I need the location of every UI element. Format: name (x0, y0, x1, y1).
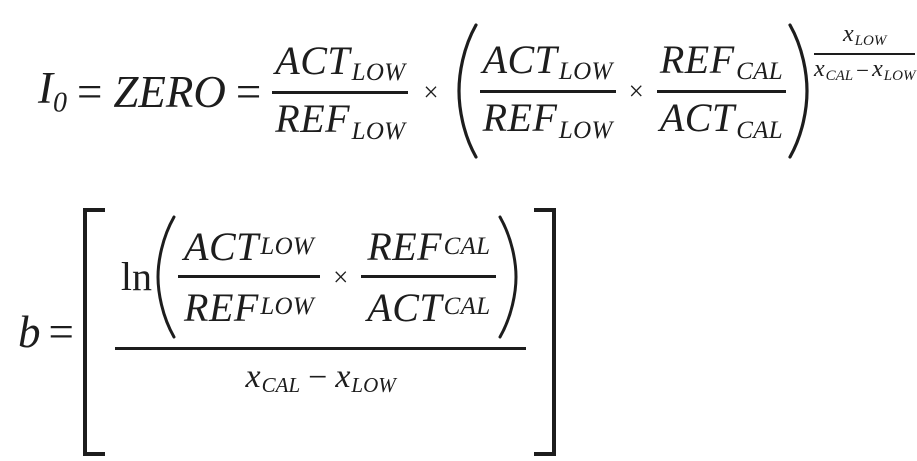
eq2-paren-close (496, 214, 520, 340)
eq2-den-minus: − (308, 358, 328, 396)
eq1-fraction-2-denominator: REFLOW (480, 97, 616, 144)
eq2-den-right-base: x (335, 358, 351, 395)
eq1-fraction-3-bar (656, 90, 786, 93)
eq2-inner-product: ACT LOW REF LOW × REF CAL ACT CAL (178, 226, 497, 330)
eq1-f1-den-base: REF (275, 96, 351, 141)
equation-1: I0 = ZERO = ACTLOW REFLOW × ACTLOW REFLO… (38, 21, 916, 162)
eq2-den-right-sub: LOW (351, 373, 396, 398)
eq1-exp-den-left-base: x (813, 55, 825, 82)
eq2-fraction-1-denominator: REF LOW (178, 284, 320, 330)
eq2-main-fraction: ln ACT LOW REF LOW × REF CAL (114, 214, 527, 397)
eq2-fraction-1: ACT LOW REF LOW (178, 226, 321, 330)
eq1-lhs-subscript: 0 (53, 87, 67, 119)
eq1-equals-1: = (77, 66, 103, 117)
eq1-times-2: × (628, 75, 644, 106)
eq1-fraction-2-bar (479, 90, 616, 93)
eq1-exp-den-left-sub: CAL (825, 67, 854, 84)
eq1-f2-den-sub: LOW (558, 116, 613, 144)
eq1-exponent: xLOW xCAL − xLOW (813, 21, 916, 85)
eq1-paren-open (454, 22, 480, 160)
eq1-f1-den-sub: LOW (351, 117, 406, 145)
eq1-fraction-2-numerator: ACTLOW (480, 36, 616, 86)
eq1-fraction-1-bar (272, 91, 409, 94)
eq1-times-1: × (423, 76, 439, 107)
eq1-f3-den-sub: CAL (736, 116, 783, 144)
eq2-f1-num-base: ACT (184, 223, 259, 269)
eq1-exponent-numerator: xLOW (843, 21, 887, 50)
eq1-fraction-3: REFCAL ACTCAL (656, 36, 786, 144)
eq1-exponent-denominator: xCAL − xLOW (813, 55, 916, 85)
eq1-f2-num-base: ACT (482, 36, 558, 82)
eq1-equals-2: = (235, 66, 262, 117)
eq2-den-left-base: x (245, 358, 261, 395)
eq1-exp-den-right: xLOW (872, 55, 916, 85)
eq1-fraction-1: ACTLOW REFLOW (272, 37, 409, 145)
eq1-exp-num-base: x (843, 21, 854, 47)
eq1-f3-num-sub: CAL (736, 58, 783, 85)
eq1-power-expression: ACTLOW REFLOW × REFCAL ACTCAL xLOW xCAL … (454, 21, 916, 162)
eq1-f2-num-sub: LOW (558, 58, 613, 85)
eq2-times: × (333, 261, 349, 292)
eq1-f3-den-base: ACT (659, 95, 735, 140)
eq1-f1-num-sub: LOW (351, 59, 406, 86)
eq2-f1-num-sub: LOW (260, 232, 315, 260)
eq1-exp-den-left: xCAL (813, 55, 854, 85)
eq1-f2-den-base: REF (482, 95, 558, 140)
eq2-lhs-symbol: b (18, 306, 41, 357)
eq1-exponent-bar (813, 52, 916, 55)
eq2-fraction-1-numerator: ACT LOW (178, 226, 320, 268)
eq1-zero-label: ZERO (113, 66, 226, 117)
equation-2: b = ln ACT LOW REF LOW × (18, 208, 557, 456)
eq1-fraction-1-numerator: ACTLOW (272, 37, 408, 87)
eq1-paren-close (786, 22, 812, 160)
eq1-fraction-1-denominator: REFLOW (272, 98, 408, 145)
eq2-den-left: xCAL (246, 359, 301, 397)
eq2-bracket-close (534, 208, 557, 456)
eq2-f2-den-base: ACT (367, 284, 443, 330)
eq1-exp-den-right-base: x (872, 55, 883, 82)
eq1-exp-den-right-sub: LOW (883, 67, 916, 84)
eq2-ln-operator: ln (120, 254, 153, 299)
eq2-f1-den-sub: LOW (260, 293, 315, 321)
eq2-den-right: xLOW (335, 359, 395, 397)
eq2-main-fraction-denominator: xCAL − xLOW (240, 359, 402, 397)
eq2-f2-num-sub: CAL (443, 232, 491, 260)
eq2-f2-den-sub: CAL (443, 293, 491, 321)
eq2-fraction-2-denominator: ACT CAL (361, 284, 496, 330)
eq1-group-body: ACTLOW REFLOW × REFCAL ACTCAL (479, 22, 786, 160)
eq2-den-left-sub: CAL (261, 373, 301, 398)
eq2-equals: = (48, 306, 74, 357)
eq2-fraction-2-numerator: REF CAL (361, 226, 496, 268)
eq2-paren-open (154, 214, 178, 340)
eq1-exp-den-minus: − (856, 57, 870, 83)
eq1-lhs-base: I (38, 63, 53, 114)
eq2-bracket-content: ln ACT LOW REF LOW × REF CAL (114, 208, 527, 456)
eq1-fraction-3-denominator: ACTCAL (657, 97, 786, 144)
eq2-fraction-1-bar (178, 274, 321, 278)
eq2-main-fraction-bar (114, 347, 527, 350)
eq2-main-fraction-numerator: ln ACT LOW REF LOW × REF CAL (115, 214, 527, 340)
eq1-f3-num-base: REF (659, 36, 735, 82)
eq2-fraction-2: REF CAL ACT CAL (361, 226, 497, 330)
eq1-f1-num-base: ACT (275, 37, 351, 83)
eq1-fraction-3-numerator: REFCAL (657, 36, 786, 86)
eq1-lhs-symbol: I0 (38, 66, 67, 117)
eq2-f1-den-base: REF (184, 284, 259, 330)
eq1-fraction-2: ACTLOW REFLOW (479, 36, 616, 144)
eq1-exp-num-sub: LOW (854, 32, 887, 49)
eq2-f2-num-base: REF (367, 223, 443, 269)
eq2-fraction-2-bar (361, 274, 497, 278)
eq2-bracket-open (82, 208, 105, 456)
